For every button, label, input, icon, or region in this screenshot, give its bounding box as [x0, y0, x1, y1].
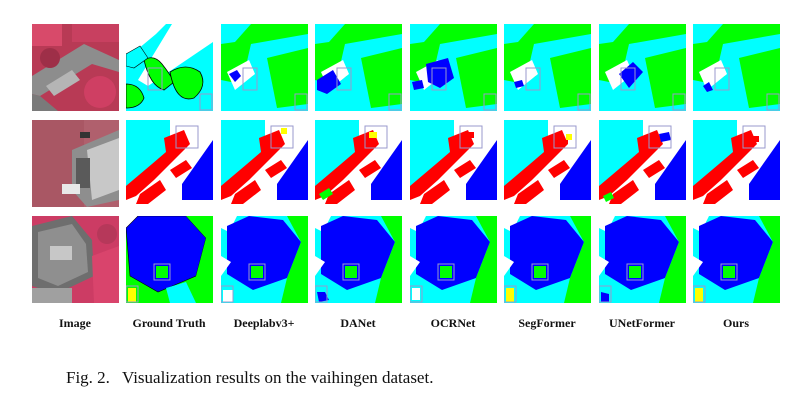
- caption-label: Fig. 2.: [66, 368, 110, 387]
- segmentation-map-danet-row-3: [315, 216, 402, 303]
- segmentation-map-ours-row-1: [693, 24, 780, 111]
- segmentation-map-deeplabv3-row-1: [221, 24, 308, 111]
- segmentation-map-unetformer-row-3: [599, 216, 686, 303]
- segmentation-map-unetformer-row-1: [599, 24, 686, 111]
- column-label-unetformer: UNetFormer: [609, 316, 675, 330]
- segmentation-map-ocrnet-row-2: [410, 120, 497, 207]
- segmentation-map-ocrnet-row-3: [410, 216, 497, 303]
- column-label-danet: DANet: [340, 316, 376, 330]
- column-label-ours: Ours: [722, 316, 749, 330]
- segmentation-map-ours-row-2: [693, 120, 780, 207]
- column-label-deeplabv3: Deeplabv3+: [233, 316, 295, 330]
- segmentation-map-segformer-row-1: [504, 24, 591, 111]
- segmentation-map-ocrnet-row-1: [410, 24, 497, 111]
- aerial-image-image-row-2: [32, 120, 119, 207]
- caption-text: Visualization results on the vaihingen d…: [121, 368, 434, 387]
- segmentation-map-ground-truth-row-1: [126, 24, 213, 111]
- segmentation-map-ground-truth-row-2: [126, 120, 213, 207]
- column-label-ocrnet: OCRNet: [430, 316, 476, 330]
- segmentation-map-ground-truth-row-3: [126, 216, 213, 303]
- segmentation-map-deeplabv3-row-3: [221, 216, 308, 303]
- figure-caption: Fig. 2. Visualization results on the vaih…: [66, 368, 433, 388]
- segmentation-map-segformer-row-2: [504, 120, 591, 207]
- aerial-image-image-row-3: [32, 216, 119, 303]
- column-label-image: Image: [59, 316, 91, 330]
- segmentation-map-danet-row-1: [315, 24, 402, 111]
- segmentation-map-danet-row-2: [315, 120, 402, 207]
- aerial-image-image-row-1: [32, 24, 119, 111]
- column-label-segformer: SegFormer: [518, 316, 576, 330]
- segmentation-map-segformer-row-3: [504, 216, 591, 303]
- segmentation-map-deeplabv3-row-2: [221, 120, 308, 207]
- segmentation-map-unetformer-row-2: [599, 120, 686, 207]
- segmentation-map-ours-row-3: [693, 216, 780, 303]
- column-label-ground-truth: Ground Truth: [132, 316, 206, 330]
